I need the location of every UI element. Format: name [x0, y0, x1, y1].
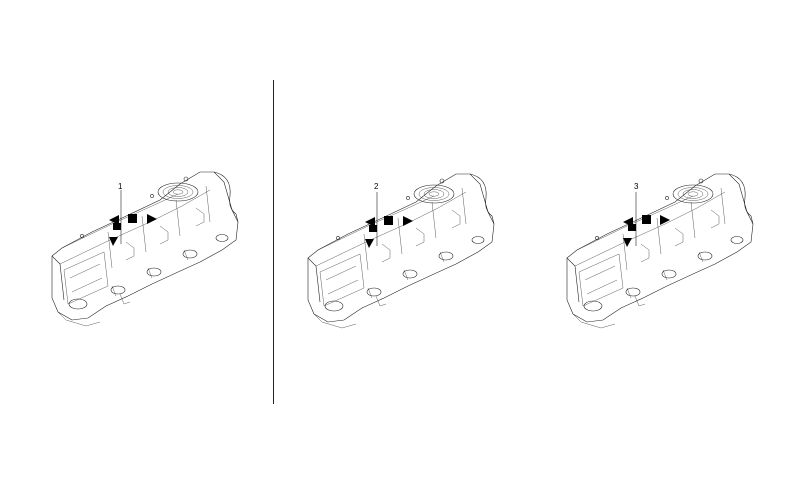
callout-label-3: 3 — [634, 182, 639, 191]
callout-label-1: 1 — [118, 182, 123, 191]
direction-arrows-icon — [623, 215, 670, 247]
direction-arrows-icon — [109, 214, 157, 246]
machine-panel-2: 2 — [307, 173, 495, 329]
machine-panel-3: 3 — [566, 173, 754, 329]
direction-arrows-icon — [365, 216, 413, 248]
machine-panel-1: 1 — [51, 171, 239, 327]
callout-label-2: 2 — [374, 182, 379, 191]
